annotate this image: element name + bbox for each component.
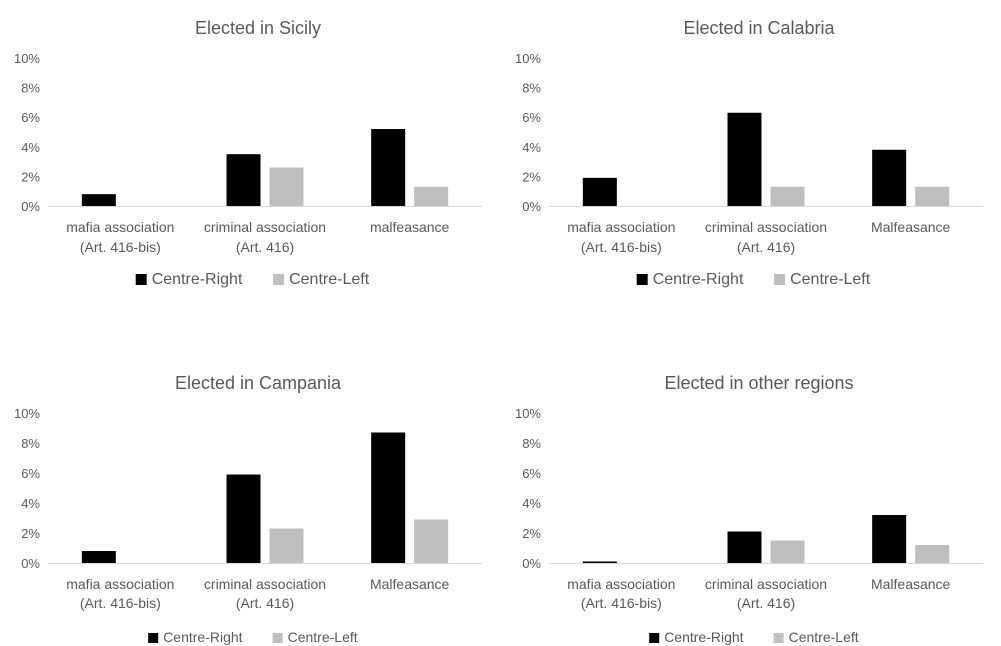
category-label: (Art. 416) [737, 239, 795, 255]
bar-centre-left-2 [915, 186, 950, 206]
legend-swatch-centre-left [773, 633, 784, 643]
chart-panel-calabria: Elected in Calabria 0% 2% 4% 6% 8% 10% mafia as… [501, 0, 1001, 310]
y-tick-label: 8% [522, 436, 541, 451]
legend-label: Centre-Left [288, 629, 358, 645]
bar-centre-right-1 [727, 531, 762, 563]
legend-swatch-centre-left [272, 633, 283, 643]
category-label: criminal association [204, 219, 326, 235]
bar-centre-left-2 [414, 186, 449, 206]
y-tick-label: 4% [522, 140, 541, 155]
category-label: Malfeasance [871, 219, 951, 235]
category-label: (Art. 416) [236, 595, 294, 611]
legend-swatch-centre-right [148, 633, 159, 643]
chart-panel-sicily: Elected in Sicily 0% 2% 4% 6% 8% 10% mafia asso… [0, 0, 500, 310]
category-label: criminal association [705, 576, 827, 592]
chart-campania: Elected in Campania 0% 2% 4% 6% 8% 10% mafia as… [14, 373, 482, 645]
y-tick-label: 8% [21, 436, 40, 451]
category-label: mafia association [567, 219, 675, 235]
y-tick-label: 8% [21, 81, 40, 96]
bar-centre-right-2 [371, 432, 406, 563]
y-tick-label: 0% [21, 556, 40, 571]
y-tick-label: 6% [522, 466, 541, 481]
category-label: criminal association [705, 219, 827, 235]
category-label: (Art. 416-bis) [80, 595, 161, 611]
y-tick-label: 0% [21, 199, 40, 214]
bar-centre-right-0 [582, 177, 617, 206]
y-tick-label: 6% [21, 466, 40, 481]
y-tick-label: 4% [522, 496, 541, 511]
legend-swatch-centre-right [636, 274, 648, 285]
chart-panel-campania: Elected in Campania 0% 2% 4% 6% 8% 10% mafia as… [0, 355, 500, 646]
bar-centre-right-1 [226, 154, 261, 206]
legend: Centre-Right Centre-Left [148, 629, 358, 645]
bar-centre-right-2 [872, 149, 907, 206]
category-label: (Art. 416) [737, 595, 795, 611]
category-label: mafia association [567, 576, 675, 592]
category-label: (Art. 416-bis) [80, 239, 161, 255]
legend-swatch-centre-left [774, 274, 786, 285]
bar-centre-left-2 [414, 519, 449, 563]
chart-title: Elected in Campania [175, 373, 342, 393]
category-label: malfeasance [370, 219, 450, 235]
y-tick-label: 10% [515, 406, 541, 421]
chart-other-regions: Elected in other regions 0% 2% 4% 6% 8% 10% maf… [515, 373, 983, 645]
bar-centre-right-0 [582, 561, 617, 563]
y-tick-label: 2% [21, 526, 40, 541]
chart-title: Elected in Sicily [195, 18, 321, 38]
bar-centre-left-2 [915, 545, 950, 563]
bar-centre-right-2 [371, 129, 406, 206]
chart-title: Elected in other regions [664, 373, 853, 393]
category-label: Malfeasance [370, 576, 450, 592]
legend-swatch-centre-right [135, 274, 147, 285]
bar-centre-right-0 [81, 551, 116, 563]
category-label: criminal association [204, 576, 326, 592]
legend: Centre-Right Centre-Left [649, 629, 859, 645]
y-tick-label: 6% [21, 110, 40, 125]
legend: Centre-Right Centre-Left [636, 271, 871, 288]
bar-centre-right-1 [727, 112, 762, 206]
y-tick-label: 10% [14, 406, 40, 421]
bar-centre-right-2 [872, 515, 907, 563]
legend-label: Centre-Left [289, 271, 370, 288]
category-label: mafia association [66, 576, 174, 592]
legend-label: Centre-Left [789, 629, 859, 645]
chart-calabria: Elected in Calabria 0% 2% 4% 6% 8% 10% mafia as… [515, 18, 983, 288]
legend-swatch-centre-right [649, 633, 660, 643]
chart-panel-other-regions: Elected in other regions 0% 2% 4% 6% 8% 10% maf… [501, 355, 1001, 646]
bar-centre-left-1 [269, 528, 304, 563]
legend-label: Centre-Left [790, 271, 871, 288]
category-label: (Art. 416) [236, 239, 294, 255]
y-tick-label: 2% [21, 169, 40, 184]
chart-title: Elected in Calabria [683, 18, 835, 38]
y-tick-label: 0% [522, 199, 541, 214]
y-tick-label: 0% [522, 556, 541, 571]
legend-label: Centre-Right [664, 629, 743, 645]
y-tick-label: 8% [522, 81, 541, 96]
y-tick-label: 10% [14, 51, 40, 66]
legend-label: Centre-Right [152, 271, 243, 288]
category-label: (Art. 416-bis) [581, 595, 662, 611]
category-label: mafia association [66, 219, 174, 235]
y-tick-label: 2% [522, 526, 541, 541]
bar-centre-right-0 [81, 194, 116, 206]
bar-centre-left-1 [770, 186, 805, 206]
category-label: (Art. 416-bis) [581, 239, 662, 255]
bar-centre-left-1 [770, 540, 805, 563]
bar-centre-right-1 [226, 474, 261, 563]
legend-label: Centre-Right [653, 271, 744, 288]
chart-sicily: Elected in Sicily 0% 2% 4% 6% 8% 10% mafia asso… [14, 18, 482, 288]
y-tick-label: 2% [522, 169, 541, 184]
legend: Centre-Right Centre-Left [135, 271, 370, 288]
y-tick-label: 4% [21, 496, 40, 511]
bar-centre-left-1 [269, 167, 304, 206]
y-tick-label: 10% [515, 51, 541, 66]
y-tick-label: 4% [21, 140, 40, 155]
legend-label: Centre-Right [163, 629, 242, 645]
legend-swatch-centre-left [273, 274, 285, 285]
category-label: Malfeasance [871, 576, 951, 592]
y-tick-label: 6% [522, 110, 541, 125]
